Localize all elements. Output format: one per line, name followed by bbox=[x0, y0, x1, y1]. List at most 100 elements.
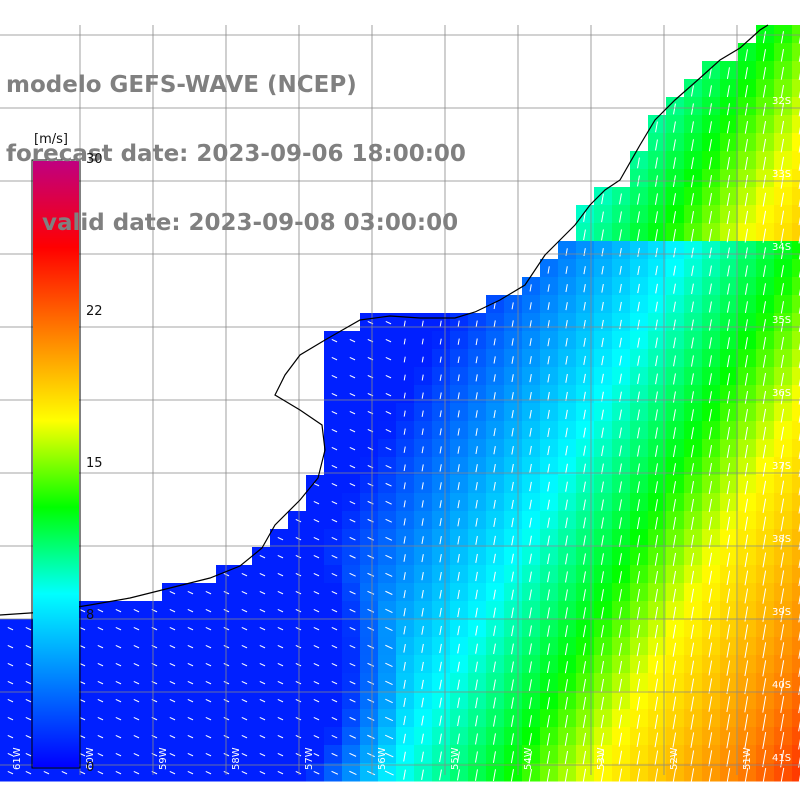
wind-arrow bbox=[79, 626, 86, 631]
wind-arrow bbox=[654, 606, 659, 621]
wind-arrow bbox=[564, 697, 568, 710]
wind-arrow bbox=[690, 642, 695, 658]
wind-arrow bbox=[529, 553, 532, 564]
wind-arrow bbox=[618, 607, 622, 620]
wind-arrow bbox=[762, 247, 766, 259]
wind-arrow bbox=[708, 337, 712, 349]
wind-arrow bbox=[636, 696, 641, 711]
wind-arrow bbox=[762, 102, 767, 116]
wind-arrow bbox=[97, 716, 104, 721]
wind-arrow bbox=[708, 85, 712, 97]
wind-cell bbox=[792, 511, 800, 530]
wind-cell bbox=[792, 223, 800, 242]
wind-arrow bbox=[762, 67, 766, 80]
wind-arrow bbox=[457, 446, 460, 454]
wind-arrow bbox=[618, 229, 622, 241]
wind-arrow bbox=[672, 499, 676, 512]
wind-arrow bbox=[601, 337, 604, 348]
wind-arrow bbox=[259, 626, 266, 631]
wind-arrow bbox=[385, 680, 393, 686]
wind-arrow bbox=[546, 643, 550, 655]
wind-arrow bbox=[547, 481, 550, 492]
wind-arrow bbox=[619, 247, 622, 257]
wind-arrow bbox=[744, 156, 749, 170]
wind-arrow bbox=[690, 552, 695, 567]
wind-arrow bbox=[672, 714, 677, 730]
wind-cell bbox=[792, 565, 800, 584]
wind-arrow bbox=[708, 193, 713, 206]
wind-arrow bbox=[690, 516, 695, 531]
wind-arrow bbox=[439, 500, 442, 508]
wind-arrow bbox=[601, 445, 604, 457]
wind-arrow bbox=[439, 446, 442, 454]
wind-arrow bbox=[493, 338, 496, 346]
wind-arrow bbox=[744, 391, 749, 404]
wind-arrow bbox=[331, 554, 338, 559]
wind-arrow bbox=[546, 625, 550, 637]
wind-arrow bbox=[313, 590, 320, 595]
wind-arrow bbox=[726, 480, 731, 495]
wind-cell bbox=[792, 673, 800, 692]
wind-arrow bbox=[439, 482, 442, 490]
wind-arrow bbox=[331, 734, 338, 739]
wind-arrow bbox=[331, 410, 338, 415]
wind-arrow bbox=[313, 680, 320, 685]
wind-cell bbox=[792, 655, 800, 674]
wind-arrow bbox=[457, 535, 460, 545]
wind-arrow bbox=[726, 732, 731, 749]
wind-arrow bbox=[673, 355, 676, 367]
wind-arrow bbox=[97, 608, 104, 613]
wind-arrow bbox=[673, 103, 676, 115]
wind-arrow bbox=[798, 576, 800, 587]
wind-arrow bbox=[744, 319, 748, 332]
wind-arrow bbox=[727, 247, 730, 259]
wind-arrow bbox=[187, 752, 194, 757]
wind-arrow bbox=[582, 553, 586, 565]
wind-arrow bbox=[241, 662, 248, 667]
wind-arrow bbox=[780, 156, 785, 171]
wind-arrow bbox=[780, 588, 785, 605]
wind-arrow bbox=[349, 554, 356, 559]
wind-arrow bbox=[601, 193, 604, 205]
coastline bbox=[0, 24, 769, 616]
wind-arrow bbox=[511, 607, 514, 618]
wind-arrow bbox=[511, 625, 514, 637]
wind-arrow bbox=[637, 265, 640, 276]
wind-arrow bbox=[79, 608, 86, 613]
wind-arrow bbox=[7, 626, 14, 631]
wind-arrow bbox=[600, 660, 605, 674]
wind-arrow bbox=[546, 768, 551, 782]
wind-arrow bbox=[744, 714, 749, 731]
wind-arrow bbox=[672, 409, 676, 421]
wind-arrow bbox=[547, 589, 550, 601]
wind-arrow bbox=[762, 337, 766, 350]
wind-arrow bbox=[367, 698, 375, 703]
wind-arrow bbox=[439, 392, 442, 400]
wind-arrow bbox=[25, 752, 32, 757]
wind-cell bbox=[792, 25, 800, 44]
wind-cell bbox=[792, 493, 800, 512]
wind-arrow bbox=[79, 770, 86, 775]
wind-arrow bbox=[367, 536, 374, 541]
wind-arrow bbox=[744, 283, 748, 295]
wind-arrow bbox=[780, 372, 785, 387]
wind-arrow bbox=[475, 625, 478, 636]
wind-arrow bbox=[726, 319, 730, 331]
wind-arrow bbox=[421, 733, 424, 744]
lat-label: 33S bbox=[772, 169, 791, 180]
wind-arrow bbox=[564, 715, 569, 728]
wind-arrow bbox=[708, 642, 713, 658]
wind-arrow bbox=[583, 373, 586, 384]
wind-arrow bbox=[367, 662, 375, 667]
wind-arrow bbox=[457, 428, 460, 436]
wind-cell bbox=[792, 583, 800, 602]
wind-arrow bbox=[349, 608, 356, 613]
wind-arrow bbox=[637, 301, 640, 312]
wind-arrow bbox=[565, 535, 568, 547]
wind-arrow bbox=[511, 643, 514, 655]
wind-arrow bbox=[295, 680, 302, 685]
wind-arrow bbox=[547, 284, 550, 292]
wind-arrow bbox=[798, 558, 800, 568]
colorbar bbox=[33, 161, 79, 767]
wind-arrow bbox=[403, 374, 406, 381]
